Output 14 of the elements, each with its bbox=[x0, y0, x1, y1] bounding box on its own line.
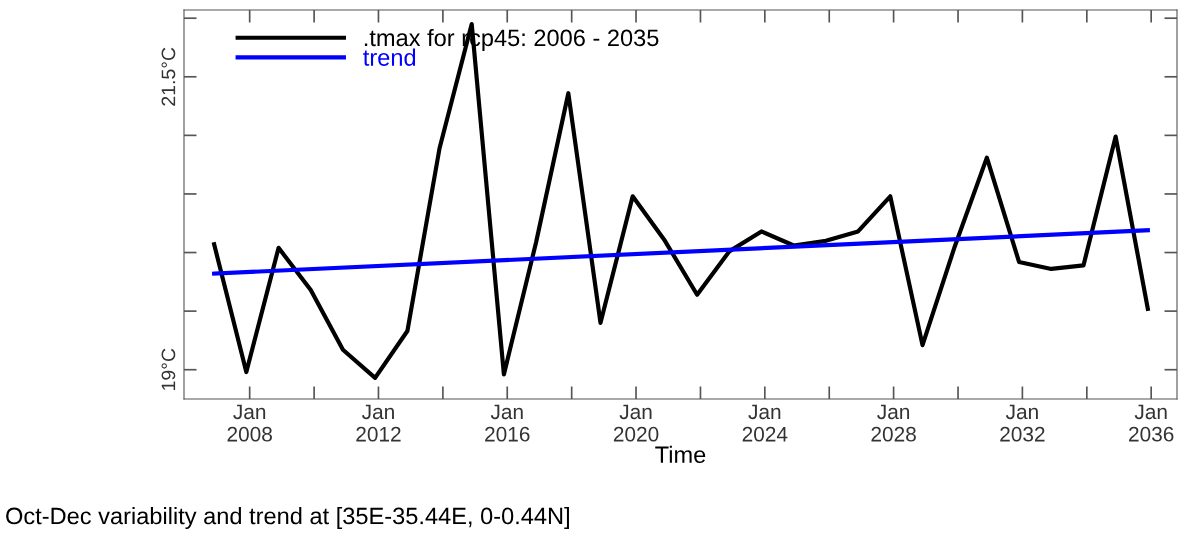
line-series bbox=[212, 21, 1150, 380]
legend-label: trend bbox=[363, 48, 416, 66]
x-tick-label: Jan 2024 bbox=[742, 404, 788, 442]
x-tick-label: Jan 2012 bbox=[356, 404, 401, 442]
y-tick-label: 21.5°C bbox=[161, 47, 176, 106]
x-tick-label: Jan 2008 bbox=[227, 404, 272, 442]
x-tick-label: Jan 2020 bbox=[613, 404, 659, 442]
x-tick-label: Jan 2028 bbox=[871, 404, 916, 442]
text: Oct-Dec variability and trend at [35E-35.44E, 0-0.44N] bbox=[6, 506, 569, 529]
x-tick-label: Jan 2016 bbox=[485, 404, 530, 442]
x-axis-title: Time bbox=[655, 445, 706, 464]
y-tick-label: 19°C bbox=[161, 348, 176, 390]
x-tick-label: Jan 2032 bbox=[1000, 404, 1045, 442]
x-tick-label: Jan 2036 bbox=[1129, 404, 1174, 442]
